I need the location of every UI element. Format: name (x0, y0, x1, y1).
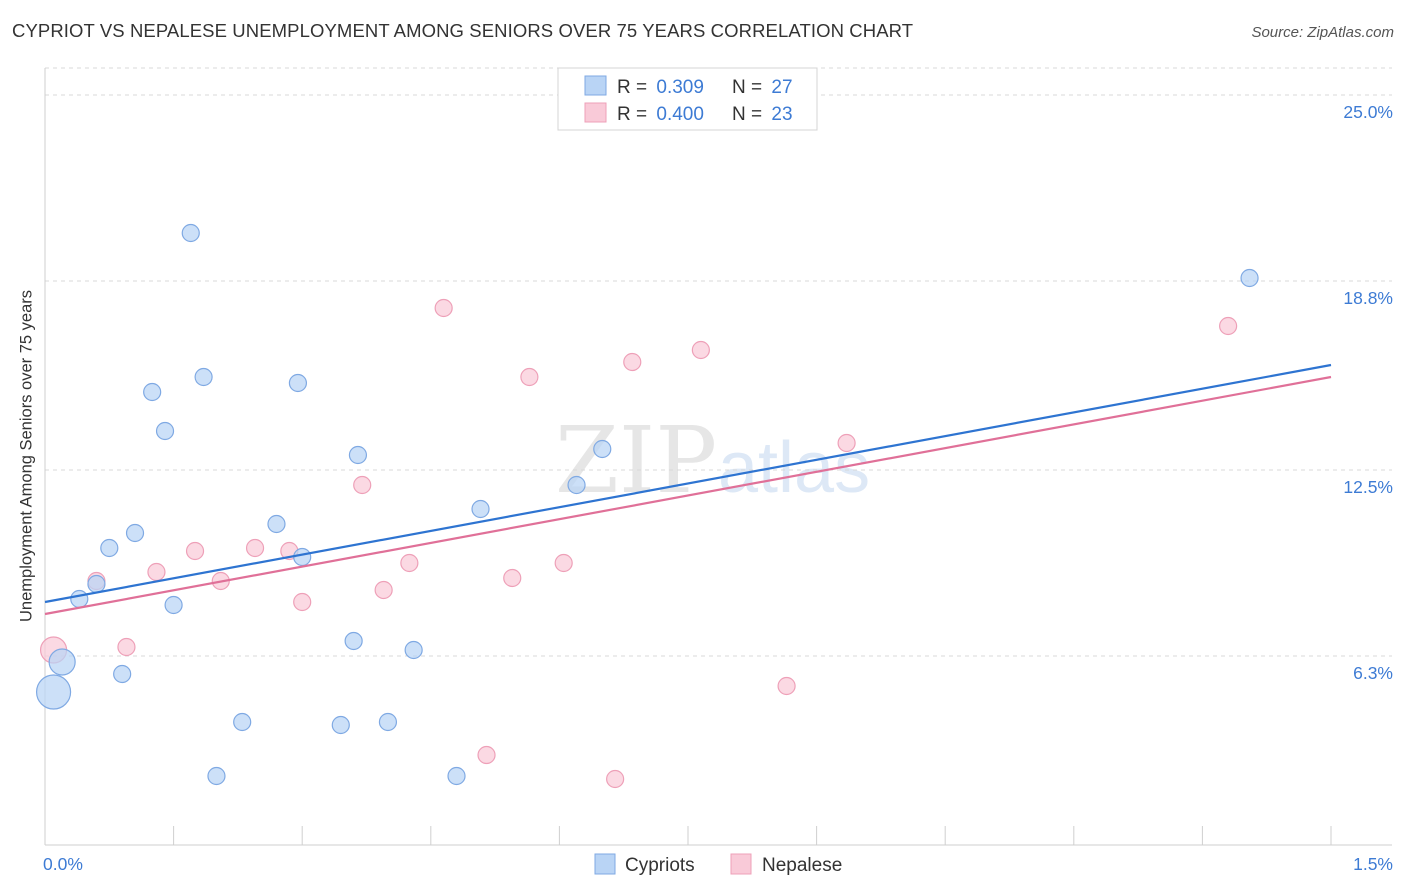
nepalese-point (245, 538, 265, 558)
nepalese-n-label: N = (732, 104, 767, 125)
y-tick-label: 12.5% (1343, 477, 1393, 497)
cypriots-point (378, 712, 398, 732)
cypriots-point (48, 648, 76, 676)
nepalese-point (117, 637, 136, 657)
nepalese-point (434, 298, 453, 318)
cypriots-point (207, 766, 226, 786)
cypriots-point (155, 421, 175, 441)
cypriots-point (447, 766, 466, 786)
nepalese-point (554, 553, 573, 573)
cypriots-point (288, 373, 308, 393)
cypriots-point (1240, 268, 1259, 288)
cypriots-trend-line (44, 363, 1332, 604)
y-tick-label: 6.3% (1353, 663, 1393, 683)
nepalese-r-value: 0.400 (656, 104, 704, 125)
cypriots-point (143, 382, 162, 402)
nepalese-point (353, 475, 372, 495)
cypriots-r-value: 0.309 (656, 77, 704, 98)
nepalese-point (147, 562, 166, 582)
svg-text:N = 23: N = 23 (732, 104, 793, 125)
x-tick-label-min: 0.0% (43, 854, 83, 874)
svg-text:R = 0.309: R = 0.309 (617, 77, 704, 98)
nepalese-point (691, 340, 710, 360)
chart-title: CYPRIOT VS NEPALESE UNEMPLOYMENT AMONG S… (12, 20, 914, 41)
cypriots-point (164, 595, 183, 615)
cypriots-point (100, 538, 119, 558)
cypriots-point (87, 574, 106, 594)
nepalese-trend-line (44, 375, 1332, 616)
nepalese-point (777, 676, 796, 696)
cypriots-point (194, 367, 213, 387)
cypriots-point (113, 664, 132, 684)
nepalese-point (185, 541, 205, 561)
nepalese-point (293, 592, 312, 612)
cypriots-swatch (584, 75, 607, 96)
series-legend: Cypriots Nepalese (594, 853, 842, 876)
y-tick-labels: 6.3% 12.5% 18.8% 25.0% (1343, 102, 1393, 683)
nepalese-point (520, 367, 539, 387)
grid-lines (45, 67, 1392, 657)
cypriots-point (233, 712, 252, 732)
legend-nepalese-label: Nepalese (762, 855, 842, 876)
x-axis-ticks (173, 826, 1332, 845)
cypriots-point (344, 631, 363, 651)
cypriots-point (267, 514, 286, 534)
nepalese-point (1219, 316, 1238, 336)
data-points (35, 223, 1259, 789)
nepalese-swatch (584, 102, 607, 123)
cypriots-r-label: R = (617, 77, 652, 98)
svg-text:R = 0.400: R = 0.400 (617, 104, 704, 125)
x-tick-label-max: 1.5% (1353, 854, 1393, 874)
legend-cypriots-swatch (594, 853, 616, 875)
cypriots-point (471, 499, 490, 519)
nepalese-point (400, 553, 419, 573)
watermark-zip: ZIP (555, 407, 717, 514)
cypriots-point (70, 589, 89, 609)
cypriots-point (567, 475, 586, 495)
cypriots-point (125, 523, 145, 543)
correlation-legend: R = 0.309 N = 27 R = 0.400 N = 23 (557, 67, 818, 131)
y-tick-label: 25.0% (1343, 102, 1393, 122)
nepalese-point (606, 769, 625, 789)
cypriots-point (348, 445, 368, 465)
cypriots-n-value: 27 (771, 77, 792, 98)
cypriots-point (404, 640, 423, 660)
nepalese-r-label: R = (617, 104, 652, 125)
nepalese-n-value: 23 (771, 104, 792, 125)
cypriots-point (593, 439, 612, 459)
trend-lines (44, 363, 1332, 616)
cypriots-n-label: N = (732, 77, 767, 98)
legend-nepalese-swatch (730, 853, 752, 875)
nepalese-point (374, 580, 393, 600)
nepalese-point (477, 745, 496, 765)
source-credit: Source: ZipAtlas.com (1251, 24, 1394, 41)
cypriots-point (181, 223, 200, 243)
y-tick-label: 18.8% (1343, 288, 1393, 308)
nepalese-point (837, 433, 856, 453)
nepalese-point (503, 568, 522, 588)
legend-cypriots-label: Cypriots (625, 855, 695, 876)
cypriots-point (331, 715, 350, 735)
nepalese-point (623, 352, 642, 372)
cypriots-point (35, 674, 72, 710)
svg-text:N = 27: N = 27 (732, 77, 793, 98)
cypriots-point (293, 547, 312, 567)
